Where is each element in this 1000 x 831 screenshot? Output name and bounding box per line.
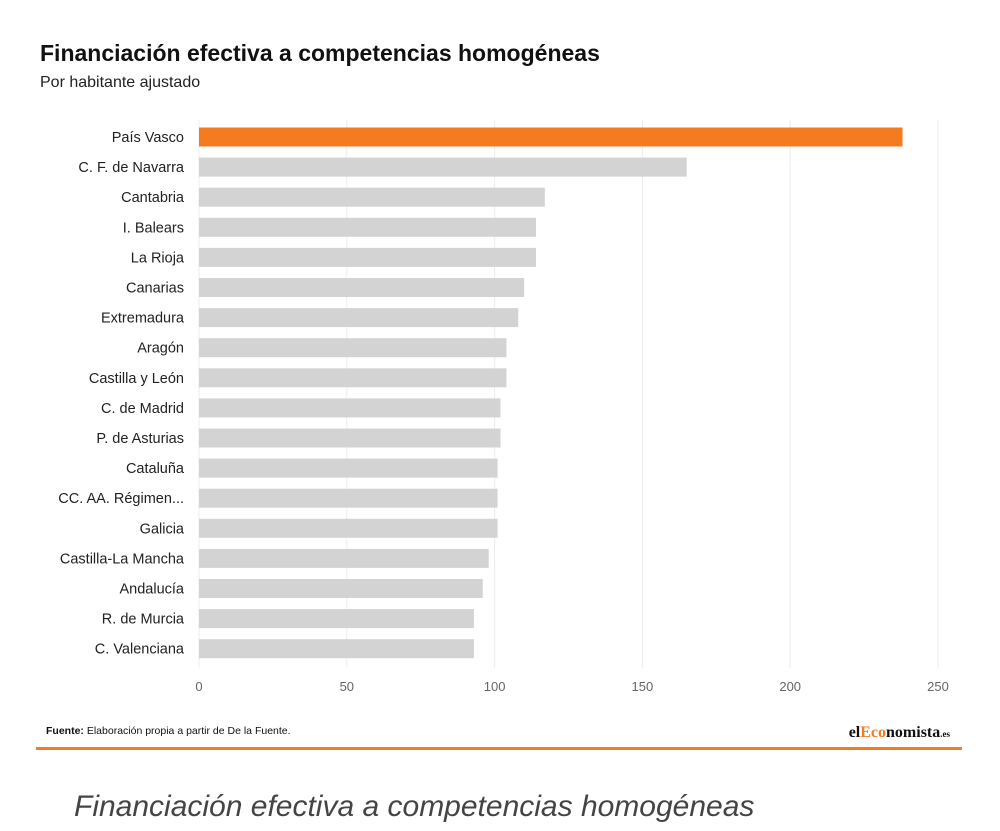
brand-prefix: el (848, 724, 861, 741)
bar (199, 278, 525, 297)
bar (199, 247, 536, 267)
bar (199, 398, 501, 418)
category-label: La Rioja (131, 250, 185, 266)
bar (199, 518, 498, 538)
x-tick-label: 150 (632, 679, 654, 694)
brand-logo: elEconomista.es (830, 724, 950, 742)
brand-suffix: .es (940, 729, 950, 739)
source-note: Fuente: Elaboración propia a partir de D… (46, 725, 291, 737)
category-label: Cataluña (126, 461, 185, 477)
category-label: Aragón (137, 341, 184, 357)
brand-rest: nomista (886, 724, 941, 741)
category-label: P. de Asturias (96, 431, 184, 447)
bar (199, 187, 545, 207)
x-tick-label: 200 (779, 679, 801, 694)
bar (199, 488, 498, 508)
category-label: C. de Madrid (101, 401, 184, 417)
x-tick-label: 100 (484, 679, 506, 694)
brand-highlight: Eco (860, 724, 887, 741)
x-tick-label: 50 (340, 679, 354, 694)
bar (199, 639, 474, 659)
category-label: Galicia (140, 521, 185, 537)
x-tick-label: 250 (927, 679, 949, 694)
category-label: Canarias (126, 281, 184, 297)
category-label: Andalucía (120, 582, 185, 598)
category-label: Castilla y León (89, 371, 184, 387)
category-label: I. Balears (123, 220, 184, 236)
category-label: C. F. de Navarra (78, 160, 184, 176)
x-tick-label: 0 (195, 679, 202, 694)
footer-rule (36, 747, 962, 750)
bar-chart: 0 50 100 150 200 250 País Vasco C. F. de Navarr… (58, 120, 949, 694)
bar (199, 579, 483, 598)
bar (199, 609, 474, 629)
category-label: C. Valenciana (95, 642, 185, 658)
chart-subtitle: Por habitante ajustado (40, 74, 201, 91)
image-caption: Financiación efectiva a competencias hom… (74, 790, 755, 823)
category-label: R. de Murcia (102, 612, 185, 628)
bar (199, 428, 501, 448)
bar (199, 338, 507, 358)
bar (199, 548, 489, 568)
bar (199, 127, 903, 147)
bar (199, 157, 687, 177)
bar (199, 217, 536, 237)
bar (199, 308, 519, 328)
source-text: Elaboración propia a partir de De la Fue… (86, 725, 291, 737)
bar (199, 458, 498, 478)
category-label: CC. AA. Régimen... (58, 491, 184, 507)
category-label: Extremadura (101, 311, 185, 327)
chart-title: Financiación efectiva a competencias hom… (40, 40, 600, 66)
source-label: Fuente: (46, 725, 84, 737)
category-label: País Vasco (112, 130, 184, 146)
bar (199, 368, 507, 388)
category-label: Cantabria (121, 190, 185, 206)
category-label: Castilla-La Mancha (60, 551, 185, 567)
